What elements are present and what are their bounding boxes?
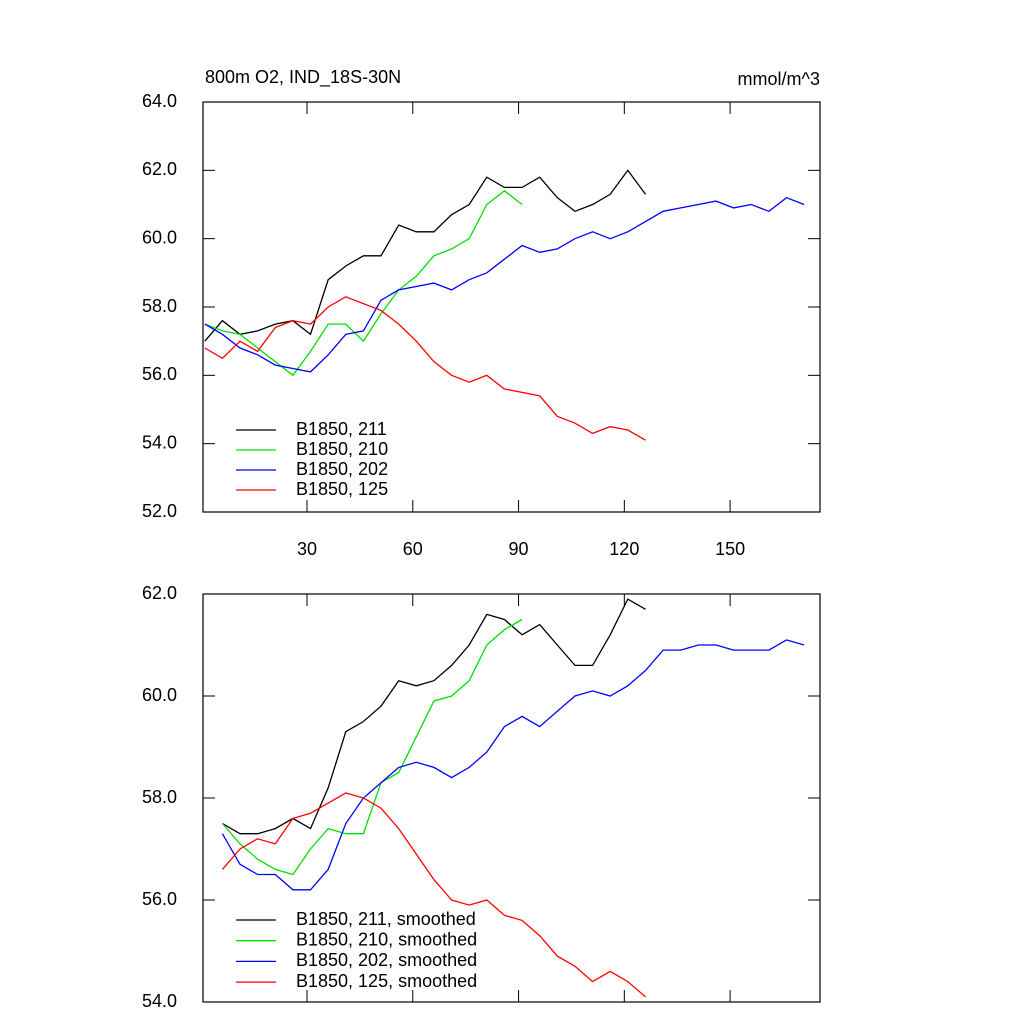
y-tick-label: 60.0: [142, 685, 177, 705]
x-tick-label: 90: [509, 539, 529, 559]
units-label: mmol/m^3: [738, 69, 820, 89]
y-tick-label: 54.0: [142, 991, 177, 1011]
panel: 800m O2, IND_18S-30N mmol/m^3 52.0 54.0 56.0…: [142, 67, 821, 559]
series-line: [204, 196, 805, 373]
y-tick-label: 52.0: [142, 501, 177, 521]
y-tick-label: 64.0: [142, 91, 177, 111]
panel: 54.0 56.0 58.0 60.0 62.0 B1850, 211, smoothed…: [142, 583, 821, 1011]
x-tick-label: 60: [403, 539, 423, 559]
x-tick-label: 30: [297, 539, 317, 559]
x-tick-label: 120: [609, 539, 639, 559]
y-tick-label: 58.0: [142, 296, 177, 316]
series-line: [204, 169, 647, 342]
legend-label: B1850, 202: [296, 459, 388, 479]
x-tick-label: 150: [715, 539, 745, 559]
legend-label: B1850, 211, smoothed: [296, 909, 476, 929]
y-tick-label: 62.0: [142, 583, 177, 603]
y-tick-label: 56.0: [142, 889, 177, 909]
y-tick-label: 54.0: [142, 432, 177, 452]
series-line: [221, 792, 646, 998]
series-line: [204, 296, 646, 441]
series-line: [204, 189, 523, 377]
series-line: [222, 598, 646, 835]
legend-label: B1850, 211: [296, 419, 387, 439]
legend-label: B1850, 125: [296, 479, 388, 499]
legend-label: B1850, 210: [296, 439, 388, 459]
y-tick-label: 56.0: [142, 364, 177, 384]
y-tick-label: 62.0: [142, 159, 177, 179]
legend-label: B1850, 125, smoothed: [296, 971, 477, 991]
series-line: [221, 618, 523, 876]
legend-label: B1850, 202, smoothed: [296, 950, 477, 970]
y-tick-label: 58.0: [142, 787, 177, 807]
legend-label: B1850, 210, smoothed: [296, 929, 477, 949]
chart-title: 800m O2, IND_18S-30N: [205, 67, 401, 88]
series-line: [221, 639, 805, 891]
y-tick-label: 60.0: [142, 227, 177, 247]
